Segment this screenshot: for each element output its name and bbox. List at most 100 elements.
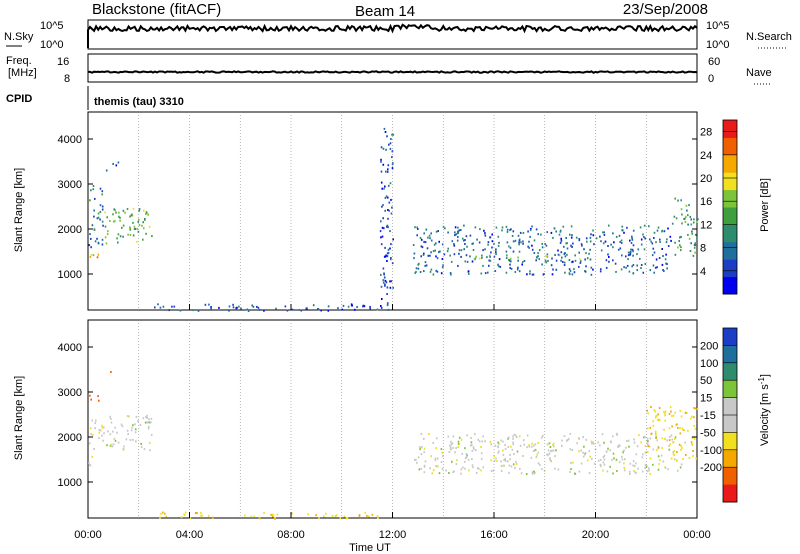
echo-mark xyxy=(632,254,634,257)
colorbar-swatch xyxy=(723,276,737,295)
echo-mark xyxy=(197,309,200,312)
echo-mark xyxy=(560,259,562,262)
echo-mark xyxy=(621,229,624,232)
echo-mark xyxy=(423,451,425,454)
echo-mark xyxy=(473,258,476,261)
echo-mark xyxy=(432,273,435,276)
echo-mark xyxy=(427,236,429,239)
echo-mark xyxy=(618,461,621,464)
colorbar-swatch xyxy=(723,467,737,486)
echo-mark xyxy=(528,240,530,243)
echo-mark xyxy=(327,309,330,312)
echo-mark xyxy=(89,255,92,258)
echo-mark xyxy=(419,271,422,273)
echo-mark xyxy=(505,225,508,228)
echo-mark xyxy=(569,471,571,473)
echo-mark xyxy=(628,445,630,448)
echo-mark xyxy=(200,514,202,517)
echo-mark xyxy=(456,232,459,235)
echo-mark xyxy=(382,267,385,270)
echo-mark xyxy=(588,252,590,255)
echo-mark xyxy=(454,451,456,454)
echo-mark xyxy=(429,467,431,470)
echo-mark xyxy=(119,235,122,238)
echo-mark xyxy=(238,305,240,308)
echo-mark xyxy=(605,266,608,269)
echo-mark xyxy=(554,254,556,256)
echo-mark xyxy=(642,271,645,274)
echo-mark xyxy=(90,246,92,249)
echo-mark xyxy=(690,441,693,444)
echo-mark xyxy=(555,259,558,262)
echo-mark xyxy=(384,209,386,212)
echo-mark xyxy=(686,209,688,212)
echo-mark xyxy=(551,449,553,452)
echo-mark xyxy=(531,471,534,474)
echo-mark xyxy=(441,258,444,260)
echo-mark xyxy=(623,466,626,469)
echo-mark xyxy=(677,469,679,472)
echo-mark xyxy=(315,514,317,517)
echo-mark xyxy=(671,222,674,225)
echo-mark xyxy=(654,432,657,435)
echo-mark xyxy=(291,308,294,311)
echo-mark xyxy=(527,230,529,233)
echo-mark xyxy=(420,453,423,455)
echo-mark xyxy=(501,229,503,232)
echo-mark xyxy=(615,458,618,461)
echo-mark xyxy=(474,226,477,229)
echo-mark xyxy=(96,256,99,259)
echo-mark xyxy=(628,270,631,273)
echo-mark xyxy=(438,251,440,254)
echo-mark xyxy=(541,242,543,245)
echo-mark xyxy=(358,514,361,517)
echo-mark xyxy=(476,467,479,470)
echo-mark xyxy=(558,254,561,257)
echo-mark xyxy=(603,454,606,457)
echo-mark xyxy=(644,466,646,469)
echo-mark xyxy=(586,240,588,243)
echo-mark xyxy=(619,240,621,243)
echo-mark xyxy=(366,514,368,517)
echo-mark xyxy=(522,232,525,234)
echo-mark xyxy=(291,512,294,515)
echo-mark xyxy=(101,434,103,437)
echo-mark xyxy=(609,449,611,452)
echo-mark xyxy=(632,272,635,275)
echo-mark xyxy=(490,470,493,473)
echo-mark xyxy=(435,230,438,233)
echo-mark xyxy=(578,450,580,453)
echo-mark xyxy=(144,421,147,424)
echo-mark xyxy=(508,259,511,262)
echo-mark xyxy=(632,460,635,463)
echo-mark xyxy=(697,218,699,221)
y-tick-label: 2000 xyxy=(58,224,82,236)
echo-mark xyxy=(545,261,548,264)
echo-mark xyxy=(566,439,568,442)
echo-mark xyxy=(122,209,125,212)
echo-mark xyxy=(97,395,99,398)
echo-mark xyxy=(343,515,346,518)
echo-mark xyxy=(694,427,697,430)
echo-mark xyxy=(670,457,673,460)
echo-mark xyxy=(631,235,633,238)
echo-mark xyxy=(614,262,617,265)
echo-mark xyxy=(509,267,511,269)
echo-mark xyxy=(636,445,639,448)
echo-mark xyxy=(441,467,444,470)
echo-mark xyxy=(547,260,549,262)
echo-mark xyxy=(423,232,425,235)
echo-mark xyxy=(685,454,687,456)
echo-mark xyxy=(413,257,415,260)
power-y-axis: 1000 2000 3000 4000 xyxy=(58,134,697,281)
freq-tick-top: 16 xyxy=(57,56,69,68)
echo-mark xyxy=(386,252,389,255)
echo-mark xyxy=(271,515,274,518)
echo-mark xyxy=(569,270,572,272)
echo-mark xyxy=(576,442,578,445)
echo-mark xyxy=(629,239,631,242)
echo-mark xyxy=(467,270,470,273)
echo-mark xyxy=(471,449,474,452)
